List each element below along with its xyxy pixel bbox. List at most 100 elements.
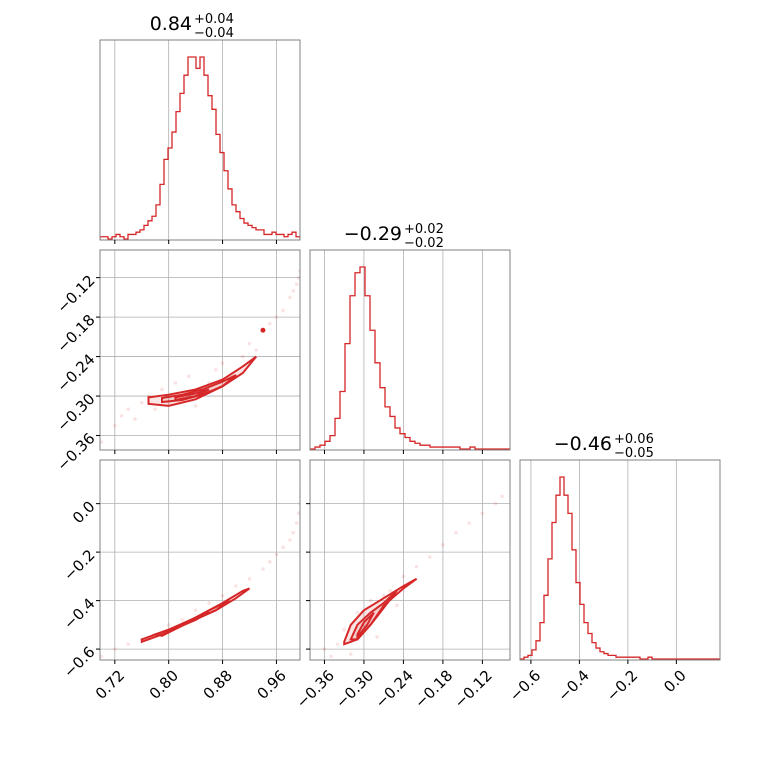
- x-tick-label: 0.0: [660, 666, 690, 696]
- scatter-point: [335, 642, 340, 647]
- scatter-point: [348, 652, 353, 656]
- title-value: 0.84: [150, 13, 192, 35]
- scatter-point: [193, 404, 198, 408]
- scatter-point: [388, 589, 393, 593]
- scatter-point: [342, 627, 347, 632]
- x-tick-label: −0.6: [506, 666, 544, 704]
- panel-pair-1-2: −0.36−0.30−0.24−0.18−0.12: [293, 459, 511, 712]
- scatter-point: [294, 282, 299, 287]
- scatter-point: [288, 295, 292, 300]
- scatter-point: [329, 654, 333, 659]
- scatter-point: [281, 545, 285, 550]
- scatter-point: [274, 315, 279, 319]
- y-tick-label: −0.18: [53, 311, 98, 356]
- x-tick-label: −0.30: [332, 666, 377, 711]
- scatter-point: [291, 530, 296, 535]
- scatter-point: [322, 647, 327, 651]
- contour-level-3: [356, 611, 375, 640]
- scatter-point: [100, 440, 104, 444]
- title-lower-error: −0.05: [614, 446, 654, 461]
- y-tick-label: −0.6: [60, 643, 98, 681]
- title-value: −0.29: [344, 223, 402, 245]
- scatter-point: [267, 321, 272, 326]
- scatter-point: [193, 608, 198, 613]
- x-tick-label: 0.80: [146, 666, 182, 702]
- scatter-point: [100, 654, 104, 659]
- scatter-point: [414, 564, 419, 569]
- scatter-point: [267, 560, 272, 564]
- scatter-point: [375, 635, 379, 639]
- scatter-point: [180, 618, 184, 622]
- scatter-point: [113, 423, 117, 428]
- panel-title: −0.29 +0.02−0.02: [344, 222, 444, 251]
- scatter-point: [493, 501, 498, 506]
- x-tick-label: −0.18: [411, 666, 456, 711]
- outlier-marker: [260, 327, 266, 333]
- scatter-point: [288, 538, 292, 542]
- plot-area: [100, 40, 300, 240]
- contour-level-3: [174, 388, 210, 402]
- scatter-point: [133, 417, 137, 421]
- scatter-point: [296, 511, 300, 516]
- panel-frame: [99, 249, 301, 451]
- panel-frame: [309, 459, 511, 661]
- scatter-point: [454, 530, 458, 535]
- contour-level-2: [161, 374, 237, 404]
- panel-frame: [99, 39, 301, 241]
- histogram-line: [520, 476, 720, 660]
- x-tick-label: −0.2: [603, 666, 641, 704]
- scatter-point: [254, 348, 259, 352]
- histogram-line: [100, 56, 300, 240]
- y-tick-label: −0.30: [53, 390, 98, 435]
- x-tick-label: 0.72: [92, 666, 128, 702]
- panel-pair-0-1: −0.36−0.30−0.24−0.18−0.12: [53, 249, 301, 475]
- scatter-point: [500, 494, 504, 499]
- scatter-point: [187, 374, 191, 379]
- x-tick-label: −0.12: [451, 666, 496, 711]
- y-tick-label: −0.24: [53, 350, 98, 395]
- scatter-point: [234, 584, 238, 588]
- scatter-point: [126, 407, 131, 412]
- scatter-point: [139, 400, 144, 405]
- scatter-point: [274, 552, 279, 557]
- title-value: −0.46: [554, 433, 612, 455]
- scatter-point: [126, 642, 131, 647]
- scatter-point: [298, 494, 300, 499]
- scatter-point: [427, 555, 432, 559]
- scatter-point: [160, 387, 164, 392]
- panel-frame: [99, 459, 301, 661]
- title-upper-error: +0.06: [614, 432, 654, 447]
- scatter-point: [214, 367, 218, 372]
- scatter-point: [296, 275, 300, 280]
- panel-hist-1: −0.29 +0.02−0.02: [309, 222, 511, 454]
- scatter-point: [395, 603, 399, 608]
- scatter-point: [220, 361, 225, 365]
- panel-hist-0: 0.84 +0.04−0.04: [99, 12, 301, 244]
- x-tick-label: 0.88: [200, 666, 236, 702]
- scatter-point: [467, 521, 472, 525]
- panel-frame: [309, 249, 511, 451]
- x-tick-label: 0.96: [254, 666, 290, 702]
- title-lower-error: −0.04: [194, 26, 234, 41]
- histogram-line: [310, 266, 510, 450]
- y-tick-label: −0.36: [53, 429, 98, 474]
- contour-level-3: [174, 610, 210, 631]
- panel-hist-2: −0.46 +0.06−0.05 −0.6 −0.4 −0.2 0.0: [506, 432, 721, 705]
- scatter-point: [281, 308, 285, 313]
- plot-area: [310, 250, 510, 450]
- scatter-point: [368, 598, 373, 603]
- title-upper-error: +0.04: [194, 12, 234, 27]
- scatter-point: [355, 610, 360, 615]
- contour-level-1: [147, 355, 257, 407]
- panel-title: 0.84 +0.04−0.04: [150, 12, 234, 41]
- x-tick-label: −0.4: [554, 666, 592, 704]
- panel-title: −0.46 +0.06−0.05: [554, 432, 654, 461]
- x-tick-label: −0.24: [372, 666, 417, 711]
- scatter-point: [294, 521, 299, 525]
- scatter-point: [220, 593, 225, 598]
- scatter-point: [291, 288, 296, 293]
- title-upper-error: +0.02: [404, 222, 444, 237]
- scatter-point: [261, 567, 265, 571]
- title-lower-error: −0.02: [404, 236, 444, 251]
